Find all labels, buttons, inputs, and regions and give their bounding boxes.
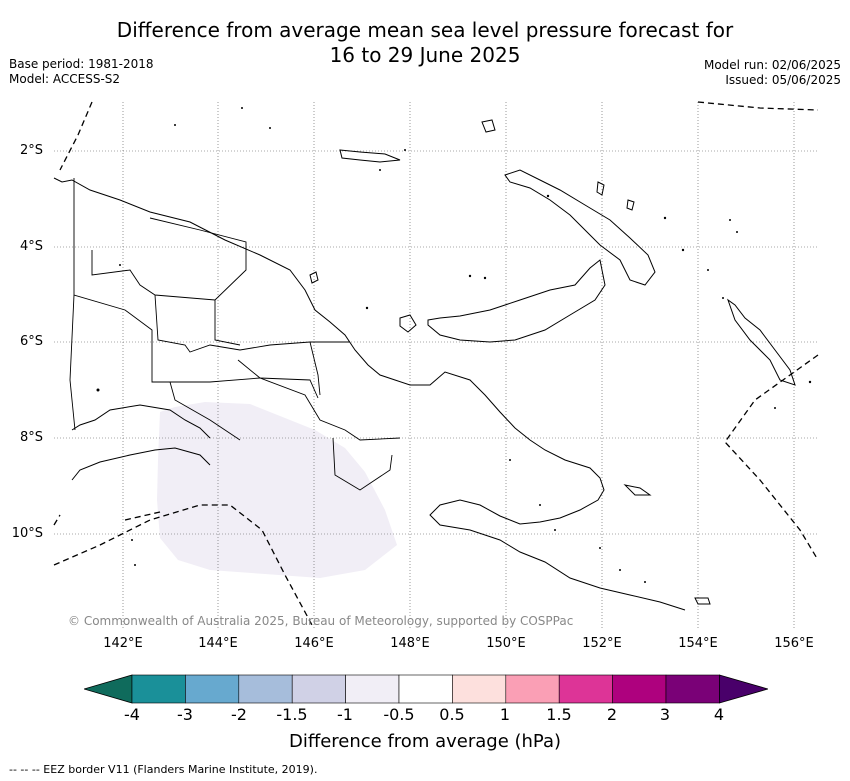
lon-label: 150°E [486,636,526,651]
colorbar-tick: -1.5 [276,705,308,724]
colorbar-segment [345,674,400,704]
coastline [53,119,796,611]
lon-label: 156°E [774,636,814,651]
lat-label: 10°S [11,526,43,541]
map-svg [0,100,850,660]
colorbar-title: Difference from average (hPa) [288,731,562,752]
eez-border [53,101,819,626]
colorbar-tick: 4 [713,705,725,724]
colorbar-tick: 0.5 [439,705,465,724]
base-period: Base period: 1981-2018 [9,57,154,71]
copyright-notice: © Commonwealth of Australia 2025, Bureau… [68,614,574,628]
colorbar-segment [612,674,667,704]
colorbar-segment [398,674,453,704]
colorbar-segment [558,674,613,704]
model-name: Model: ACCESS-S2 [9,72,121,86]
colorbar-segment [238,674,293,704]
colorbar-tick: -0.5 [383,705,415,724]
colorbar-segment [452,674,507,704]
meta-left: Base period: 1981-2018 Model: ACCESS-S2 [9,57,154,87]
lon-label: 142°E [103,636,143,651]
colorbar-tick: -4 [124,705,140,724]
colorbar-tick: 2 [606,705,618,724]
lat-label: 8°S [19,430,43,445]
colorbar-tick: -2 [231,705,247,724]
lat-label: 6°S [19,334,43,349]
lon-label: 154°E [678,636,718,651]
lon-label: 144°E [198,636,238,651]
colorbar-tick: 1.5 [546,705,572,724]
lon-label: 146°E [294,636,334,651]
lon-label: 152°E [582,636,622,651]
model-run: Model run: 02/06/2025 [703,58,841,72]
colorbar-segment [665,674,720,704]
colorbar-extend-low [84,674,133,704]
colorbar-tick: 3 [659,705,671,724]
lon-label: 148°E [390,636,430,651]
title-line-1: Difference from average mean sea level p… [116,18,734,42]
title-line-2: 16 to 29 June 2025 [329,43,521,67]
colorbar-segment [291,674,346,704]
colorbar-segment [131,674,186,704]
meta-right: Model run: 02/06/2025 Issued: 05/06/2025 [704,58,841,88]
colorbar-segment [185,674,240,704]
gridlines [54,102,818,630]
lat-label: 2°S [19,143,43,158]
map-title: Difference from average mean sea level p… [0,18,850,68]
lat-label: 4°S [19,239,43,254]
colorbar-tick: -3 [177,705,193,724]
colorbar-extend-high [719,674,768,704]
province-borders [69,178,401,491]
colorbar [84,674,768,704]
issued-date: Issued: 05/06/2025 [725,73,841,87]
eez-legend-footnote: -- -- -- EEZ border V11 (Flanders Marine… [9,763,318,776]
islands-small [96,107,812,583]
map-area [0,100,850,660]
colorbar-tick: -1 [337,705,353,724]
colorbar-tick: 1 [499,705,511,724]
colorbar-segment [505,674,560,704]
